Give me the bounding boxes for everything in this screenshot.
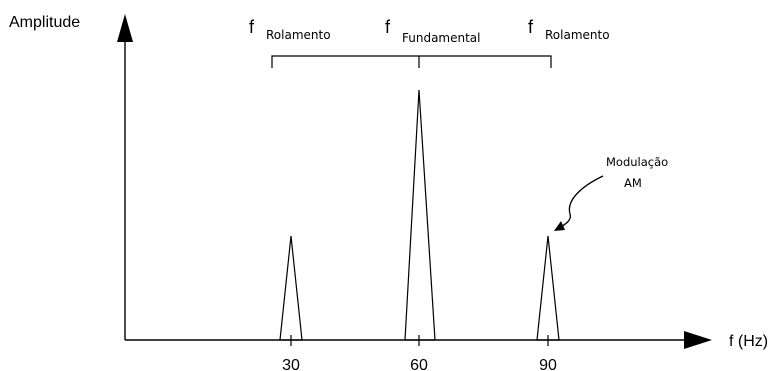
tick-label-30: 30 — [282, 357, 300, 371]
peak-90hz — [536, 235, 560, 341]
annotation-line1: Modulação — [606, 155, 668, 169]
peak-30hz — [279, 235, 303, 341]
annotation-arrow — [558, 175, 604, 229]
tick-label-90: 90 — [539, 357, 557, 371]
x-axis-label: f (Hz) — [729, 333, 768, 350]
bracket-subscript-center: Fundamental — [402, 31, 481, 45]
bracket-subscript-right: Rolamento — [545, 28, 610, 42]
tick-label-60: 60 — [410, 357, 428, 371]
y-axis-arrowhead — [117, 14, 133, 42]
annotation-arrowhead — [554, 221, 565, 231]
x-axis-arrowhead — [684, 331, 712, 349]
bracket-subscript-left: Rolamento — [266, 28, 331, 42]
bracket-symbol-right: f — [528, 17, 534, 37]
y-axis-label: Amplitude — [9, 14, 80, 31]
annotation-line2: AM — [624, 176, 642, 190]
bracket-symbol-center: f — [385, 17, 391, 37]
bracket-symbol-left: f — [249, 17, 255, 37]
peak-60hz — [404, 89, 436, 341]
frequency-bracket — [271, 55, 552, 68]
